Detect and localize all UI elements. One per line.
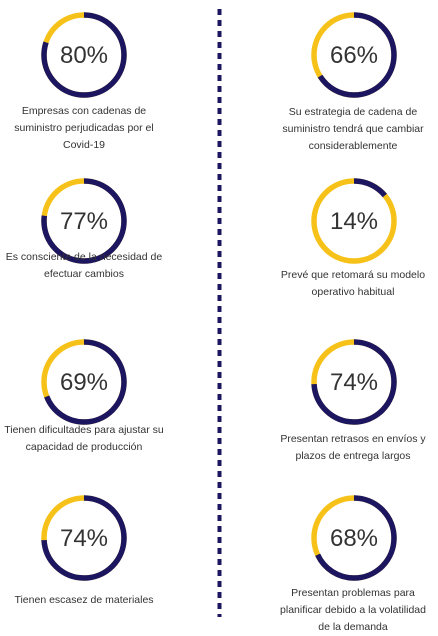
donut-value-arc <box>311 178 397 264</box>
donut-chart: 74% <box>39 493 129 583</box>
donut-svg: 80% <box>41 12 127 98</box>
stat-item: 74% Tienen escasez de materiales <box>0 0 168 634</box>
donut-svg: 68% <box>311 495 397 581</box>
donut-value-label: 74% <box>60 525 108 552</box>
donut-value-arc <box>41 178 127 264</box>
donut-value-label: 69% <box>60 369 108 396</box>
donut-value-label: 80% <box>60 42 108 69</box>
donut-svg: 14% <box>311 178 397 264</box>
donut-chart: 69% <box>39 337 129 427</box>
donut-value-label: 14% <box>330 208 378 235</box>
donut-svg: 69% <box>41 339 127 425</box>
stat-item: 77% Es consciente de la necesidad de efec… <box>0 0 168 634</box>
right-column: 66% Su estrategia de cadena de suministro… <box>270 0 438 634</box>
stat-item: 68% Presentan problemas para planificar d… <box>270 0 438 634</box>
donut-value-arc <box>41 339 127 425</box>
stat-caption: Empresas con cadenas de suministro perju… <box>14 105 154 151</box>
stat-caption: Tienen dificultades para ajustar su capa… <box>4 424 164 453</box>
stat-item: 74% Presentan retrasos en envíos y plazos… <box>270 0 438 634</box>
donut-chart: 74% <box>309 337 399 427</box>
donut-svg: 77% <box>41 178 127 264</box>
donut-value-arc <box>311 339 397 425</box>
stat-caption: Presentan problemas para planificar debi… <box>280 587 426 633</box>
donut-value-label: 68% <box>330 525 378 552</box>
donut-chart: 77% <box>39 176 129 266</box>
left-column: 80% Empresas con cadenas de suministro pe… <box>0 0 168 634</box>
stat-item: 69% Tienen dificultades para ajustar su c… <box>0 0 168 634</box>
donut-chart: 66% <box>309 10 399 100</box>
donut-value-label: 77% <box>60 208 108 235</box>
donut-value-arc <box>311 12 397 98</box>
donut-value-arc <box>311 495 397 581</box>
donut-value-arc <box>41 12 127 98</box>
donut-svg: 66% <box>311 12 397 98</box>
stat-item: 80% Empresas con cadenas de suministro pe… <box>0 0 168 634</box>
dotted-divider <box>217 9 222 617</box>
donut-value-arc <box>41 495 127 581</box>
stat-caption: Es consciente de la necesidad de efectua… <box>5 251 163 280</box>
stat-caption: Su estrategia de cadena de suministro te… <box>282 106 424 152</box>
stat-item: 14% Prevé que retomará su modelo operativ… <box>270 0 438 634</box>
donut-svg: 74% <box>41 495 127 581</box>
donut-chart: 68% <box>309 493 399 583</box>
donut-value-label: 74% <box>330 369 378 396</box>
stat-caption: Presentan retrasos en envíos y plazos de… <box>280 433 426 462</box>
donut-chart: 14% <box>309 176 399 266</box>
donut-svg: 74% <box>311 339 397 425</box>
stat-caption: Prevé que retomará su modelo operativo h… <box>280 269 426 298</box>
donut-chart: 80% <box>39 10 129 100</box>
stat-item: 66% Su estrategia de cadena de suministro… <box>270 0 438 634</box>
stat-caption: Tienen escasez de materiales <box>14 594 154 606</box>
donut-value-label: 66% <box>330 42 378 69</box>
